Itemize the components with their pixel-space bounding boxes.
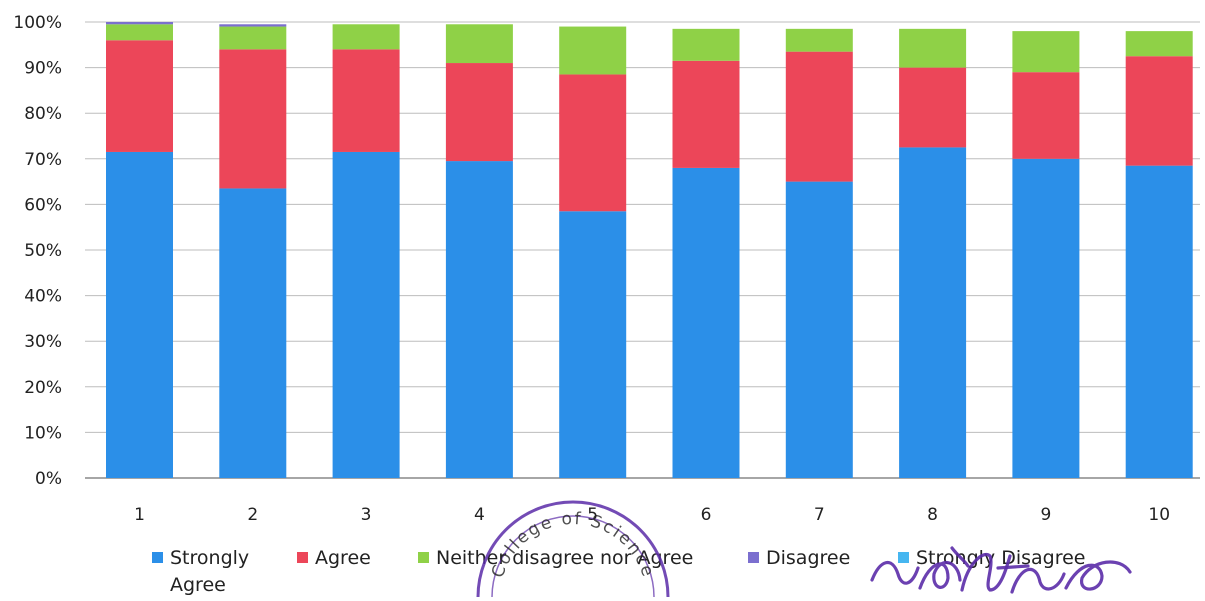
x-tick-label: 7 — [814, 505, 825, 525]
y-tick-label: 100% — [13, 13, 62, 33]
bar-segment-agree — [106, 40, 173, 152]
bar-segment-neither-disagree-nor-agree — [785, 28, 853, 52]
bar-segment-strongly-agree — [106, 151, 173, 478]
x-tick-label: 10 — [1148, 505, 1170, 525]
bar-segment-neither-disagree-nor-agree — [1012, 31, 1080, 73]
y-tick-label: 70% — [24, 150, 62, 170]
bar-segment-agree — [899, 67, 967, 148]
legend-swatch — [297, 552, 308, 563]
stamp-text: College of Science — [488, 509, 658, 581]
y-tick-label: 10% — [24, 423, 62, 443]
legend-swatch — [898, 552, 909, 563]
y-tick-label: 60% — [24, 195, 62, 215]
bar-segment-agree — [219, 49, 287, 189]
bar-segment-strongly-agree — [445, 161, 513, 478]
bar-segment-strongly-agree — [219, 188, 287, 478]
y-tick-label: 30% — [24, 332, 62, 352]
bar-segment-neither-disagree-nor-agree — [1125, 31, 1193, 57]
y-tick-label: 80% — [24, 104, 62, 124]
bar-segment-neither-disagree-nor-agree — [445, 24, 513, 64]
bar-segment-neither-disagree-nor-agree — [332, 24, 400, 50]
bar-segment-neither-disagree-nor-agree — [219, 26, 287, 50]
y-tick-label: 20% — [24, 378, 62, 398]
x-tick-label: 3 — [361, 505, 372, 525]
legend-swatch — [152, 552, 163, 563]
x-axis-tick-labels: 1 2 3 4 5 6 7 8 9 10 — [134, 505, 1170, 525]
y-tick-label: 90% — [24, 59, 62, 79]
bar-segment-agree — [672, 60, 740, 168]
legend-swatch — [418, 552, 429, 563]
legend-label: Strongly — [170, 547, 249, 569]
signature — [870, 546, 1132, 594]
x-tick-label: 6 — [701, 505, 712, 525]
x-tick-label: 9 — [1040, 505, 1051, 525]
y-axis-tick-labels: 0% 10% 20% 30% 40% 50% 60% 70% 80% 90% 100% — [13, 13, 62, 489]
legend-swatch — [748, 552, 759, 563]
y-tick-label: 0% — [35, 469, 62, 489]
x-tick-label: 2 — [247, 505, 258, 525]
bar-segment-strongly-agree — [672, 167, 740, 479]
legend-label: Strongly Disagree — [916, 547, 1085, 569]
y-tick-label: 40% — [24, 287, 62, 307]
legend-label: Disagree — [766, 547, 850, 569]
x-tick-label: 5 — [587, 505, 598, 525]
x-tick-label: 4 — [474, 505, 485, 525]
bar-segment-strongly-agree — [1012, 158, 1080, 479]
legend: Strongly Agree Agree Neither disagree nor A… — [152, 547, 1085, 596]
bar-segment-agree — [332, 49, 400, 152]
y-tick-label: 50% — [24, 241, 62, 261]
bar-segment-disagree — [219, 24, 287, 27]
bar-segment-neither-disagree-nor-agree — [899, 28, 967, 68]
legend-label: Neither disagree nor Agree — [436, 547, 693, 569]
bar-segment-strongly-agree — [785, 181, 853, 478]
bar-segment-strongly-agree — [332, 151, 400, 478]
bar-stacks — [106, 22, 1193, 479]
bar-segment-neither-disagree-nor-agree — [672, 28, 740, 61]
x-tick-label: 1 — [134, 505, 145, 525]
bar-segment-agree — [1125, 56, 1193, 166]
bar-segment-neither-disagree-nor-agree — [559, 26, 627, 75]
bar-segment-strongly-agree — [899, 147, 967, 478]
bar-segment-agree — [785, 51, 853, 182]
bar-segment-strongly-agree — [559, 211, 627, 479]
bar-segment-agree — [445, 63, 513, 162]
bar-segment-neither-disagree-nor-agree — [106, 24, 173, 41]
bar-segment-agree — [1012, 72, 1080, 159]
legend-label-line2: Agree — [170, 574, 226, 596]
bar-segment-disagree — [106, 22, 173, 25]
bar-segment-agree — [559, 74, 627, 212]
x-tick-label: 8 — [927, 505, 938, 525]
bar-segment-strongly-agree — [1125, 165, 1193, 478]
legend-label: Agree — [315, 547, 371, 569]
